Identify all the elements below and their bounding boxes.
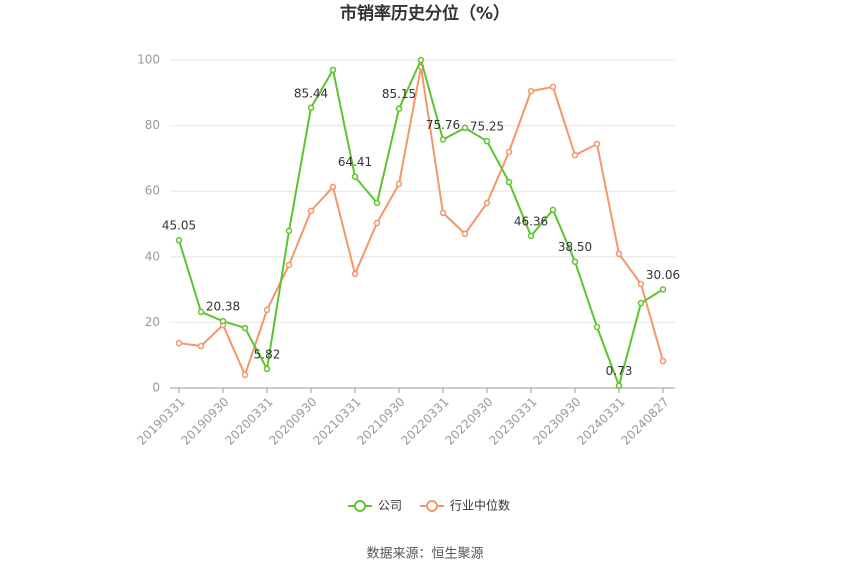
data-point — [285, 227, 293, 235]
data-label: 45.05 — [162, 219, 196, 233]
data-point — [439, 136, 447, 143]
chart-title: 市销率历史分位（%） — [340, 3, 510, 24]
data-label: 75.76 — [426, 118, 460, 132]
data-point — [549, 83, 557, 91]
data-point — [527, 87, 535, 95]
data-point — [307, 104, 315, 112]
series-line — [178, 66, 664, 378]
data-point — [175, 236, 183, 244]
data-label: 0.73 — [606, 364, 633, 378]
data-point — [197, 308, 205, 316]
legend-marker — [354, 500, 366, 512]
data-point — [351, 173, 359, 180]
data-point — [505, 178, 513, 186]
data-label: 75.25 — [470, 120, 504, 134]
data-point — [527, 232, 535, 240]
series-line — [178, 57, 664, 389]
data-point — [329, 66, 337, 74]
data-label: 46.36 — [514, 214, 548, 228]
data-point — [329, 183, 337, 191]
legend-label: 行业中位数 — [450, 498, 510, 513]
data-point — [571, 258, 579, 265]
data-point — [395, 105, 403, 112]
y-tick-label: 80 — [145, 118, 160, 132]
data-point — [615, 250, 623, 258]
data-point — [175, 339, 183, 347]
y-tick-label: 60 — [145, 184, 160, 198]
legend-label: 公司 — [378, 499, 402, 513]
data-point — [373, 219, 381, 227]
data-point — [461, 230, 469, 238]
legend-marker — [426, 500, 439, 512]
x-tick-label: 20240827 — [619, 395, 672, 448]
data-point — [483, 199, 491, 207]
source-note: 数据来源：恒生聚源 — [366, 547, 483, 562]
data-point — [593, 140, 601, 148]
data-label: 20.38 — [206, 300, 240, 314]
data-point — [241, 324, 249, 332]
data-label: 5.82 — [254, 347, 281, 361]
data-point — [219, 317, 227, 325]
data-point — [549, 206, 557, 214]
data-point — [637, 299, 645, 307]
data-label: 30.06 — [646, 268, 680, 282]
data-label: 64.41 — [338, 155, 372, 169]
data-point — [263, 306, 271, 314]
data-point — [263, 365, 271, 373]
data-point — [373, 199, 381, 207]
data-point — [659, 286, 667, 293]
y-tick-label: 40 — [145, 249, 160, 263]
data-point — [615, 382, 623, 389]
data-label: 85.44 — [294, 86, 328, 100]
data-point — [197, 342, 205, 350]
data-point — [395, 180, 403, 188]
data-point — [593, 323, 601, 331]
data-point — [241, 371, 249, 379]
data-point — [461, 124, 469, 132]
y-tick-label: 0 — [152, 381, 160, 395]
data-point — [505, 148, 513, 156]
data-point — [351, 270, 359, 278]
data-label: 85.15 — [382, 87, 416, 101]
data-point — [637, 280, 645, 288]
data-point — [439, 209, 447, 217]
y-tick-label: 100 — [137, 53, 160, 67]
data-point — [417, 56, 425, 64]
data-point — [571, 151, 579, 159]
data-point — [307, 207, 315, 215]
data-point — [285, 261, 293, 269]
data-point — [659, 357, 667, 365]
y-tick-label: 20 — [145, 315, 160, 329]
data-point — [483, 137, 491, 145]
data-label: 38.50 — [558, 240, 592, 254]
